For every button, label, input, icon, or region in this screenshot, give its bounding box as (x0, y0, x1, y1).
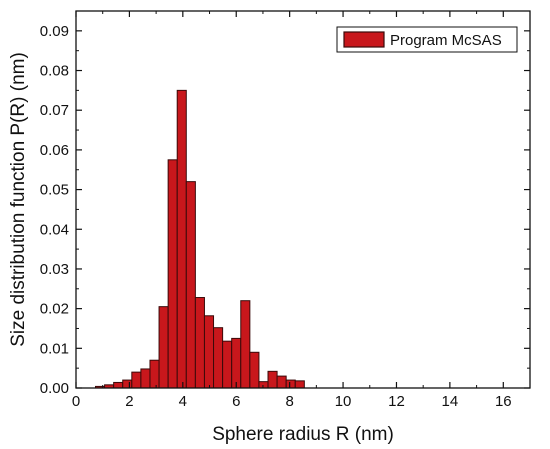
x-tick-label: 10 (335, 393, 352, 410)
bar (285, 379, 296, 389)
bar (122, 379, 133, 389)
bar (276, 375, 287, 389)
bar (158, 306, 169, 389)
y-tick-label: 0.06 (40, 142, 69, 159)
bar (222, 340, 233, 389)
y-tick-label: 0.07 (40, 102, 69, 119)
bars-layer (94, 89, 305, 389)
bar (194, 297, 205, 389)
bar (167, 159, 178, 389)
legend-label: Program McSAS (390, 32, 502, 49)
y-axis-title: Size distribution function P(R) (nm) (8, 52, 29, 347)
y-tick-label: 0.09 (40, 23, 69, 40)
bar (131, 371, 142, 389)
bar (231, 337, 242, 389)
plot-frame (75, 10, 531, 389)
x-tick-label: 4 (179, 393, 187, 410)
bar (149, 359, 160, 389)
bar (203, 315, 215, 389)
bar (267, 370, 278, 389)
y-tick-label: 0.04 (40, 221, 69, 238)
bar (113, 381, 124, 389)
ticks-layer: 0 2 4 6 8 10 12 14 16 0.00 0.01 0.02 0.03 0.04 0.05 0.0… (40, 10, 530, 410)
x-tick-label: 6 (232, 393, 240, 410)
x-tick-label: 14 (442, 393, 459, 410)
bar (176, 89, 187, 389)
bar (185, 181, 196, 389)
legend-swatch (343, 31, 385, 48)
x-tick-label: 16 (495, 393, 512, 410)
x-tick-label: 0 (72, 393, 80, 410)
y-tick-label: 0.01 (40, 340, 69, 357)
y-tick-label: 0.00 (40, 380, 69, 397)
bar (294, 380, 305, 389)
x-axis-title: Sphere radius R (nm) (212, 424, 394, 445)
legend: Program McSAS (336, 26, 518, 53)
bar (240, 300, 251, 389)
x-tick-label: 8 (285, 393, 293, 410)
y-tick-label: 0.03 (40, 261, 69, 278)
bar (213, 327, 224, 389)
x-tick-label: 2 (125, 393, 133, 410)
bar (249, 351, 260, 389)
bar (140, 368, 151, 389)
y-tick-label: 0.02 (40, 301, 69, 318)
bar (258, 381, 269, 389)
y-tick-label: 0.08 (40, 63, 69, 80)
x-tick-label: 12 (388, 393, 405, 410)
y-tick-label: 0.05 (40, 182, 69, 199)
